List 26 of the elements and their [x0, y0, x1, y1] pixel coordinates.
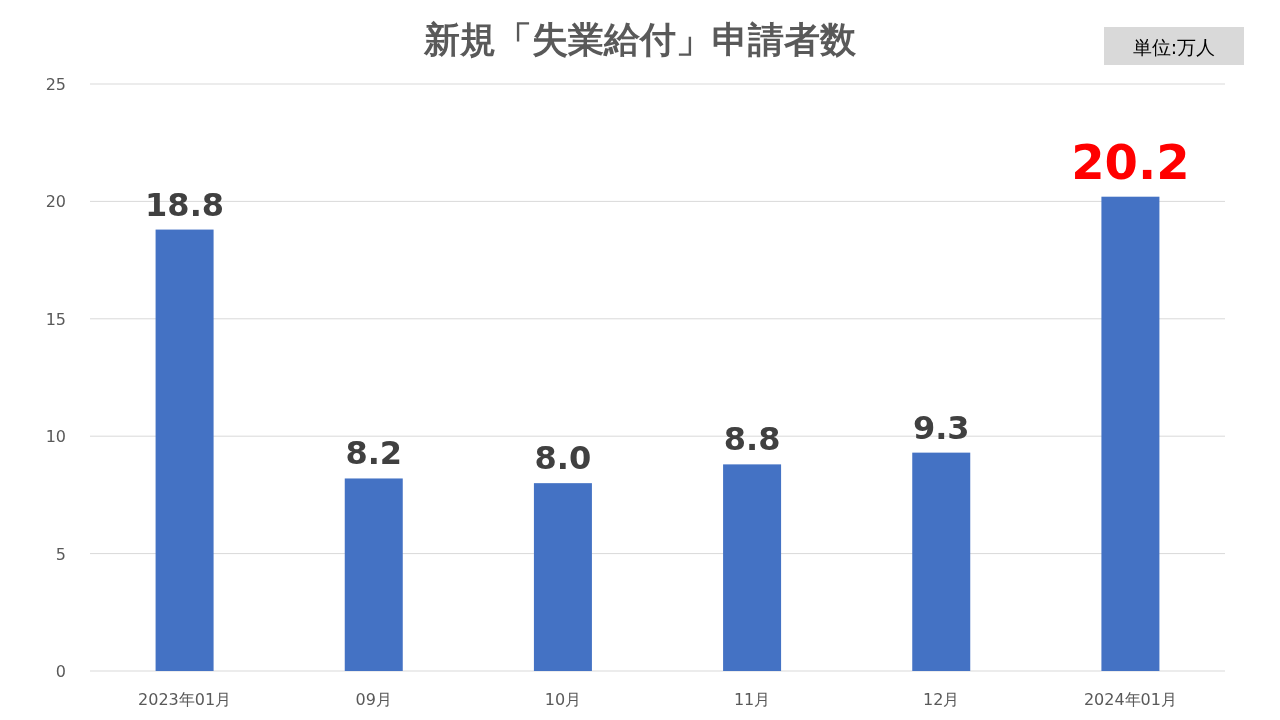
x-tick-label: 09月	[355, 690, 392, 709]
y-tick-label: 25	[45, 75, 66, 94]
y-tick-label: 0	[55, 662, 66, 681]
data-label: 8.8	[723, 420, 781, 459]
bar	[1101, 196, 1160, 671]
data-label: 9.3	[912, 408, 970, 447]
x-tick-label: 10月	[544, 690, 582, 709]
chart-title: 新規「失業給付」申請者数	[423, 19, 857, 60]
y-tick-label: 15	[45, 309, 66, 329]
x-tick-label: 2024年01月	[1083, 690, 1177, 709]
data-label: 18.8	[145, 185, 225, 224]
bar	[533, 483, 592, 671]
bar	[912, 452, 971, 671]
y-tick-label: 10	[45, 427, 66, 447]
bar	[155, 229, 214, 671]
data-label: 8.0	[534, 439, 592, 478]
x-tick-label: 12月	[923, 690, 960, 709]
x-tick-label: 2023年01月	[138, 690, 232, 709]
y-tick-label: 20	[45, 192, 66, 212]
bar	[723, 464, 782, 671]
bar	[344, 478, 403, 671]
data-label: 20.2	[1071, 133, 1190, 190]
y-tick-label: 5	[55, 544, 66, 564]
text: 単位:万人	[1132, 36, 1216, 58]
data-label: 8.2	[345, 434, 403, 473]
x-tick-label: 11月	[733, 690, 771, 709]
